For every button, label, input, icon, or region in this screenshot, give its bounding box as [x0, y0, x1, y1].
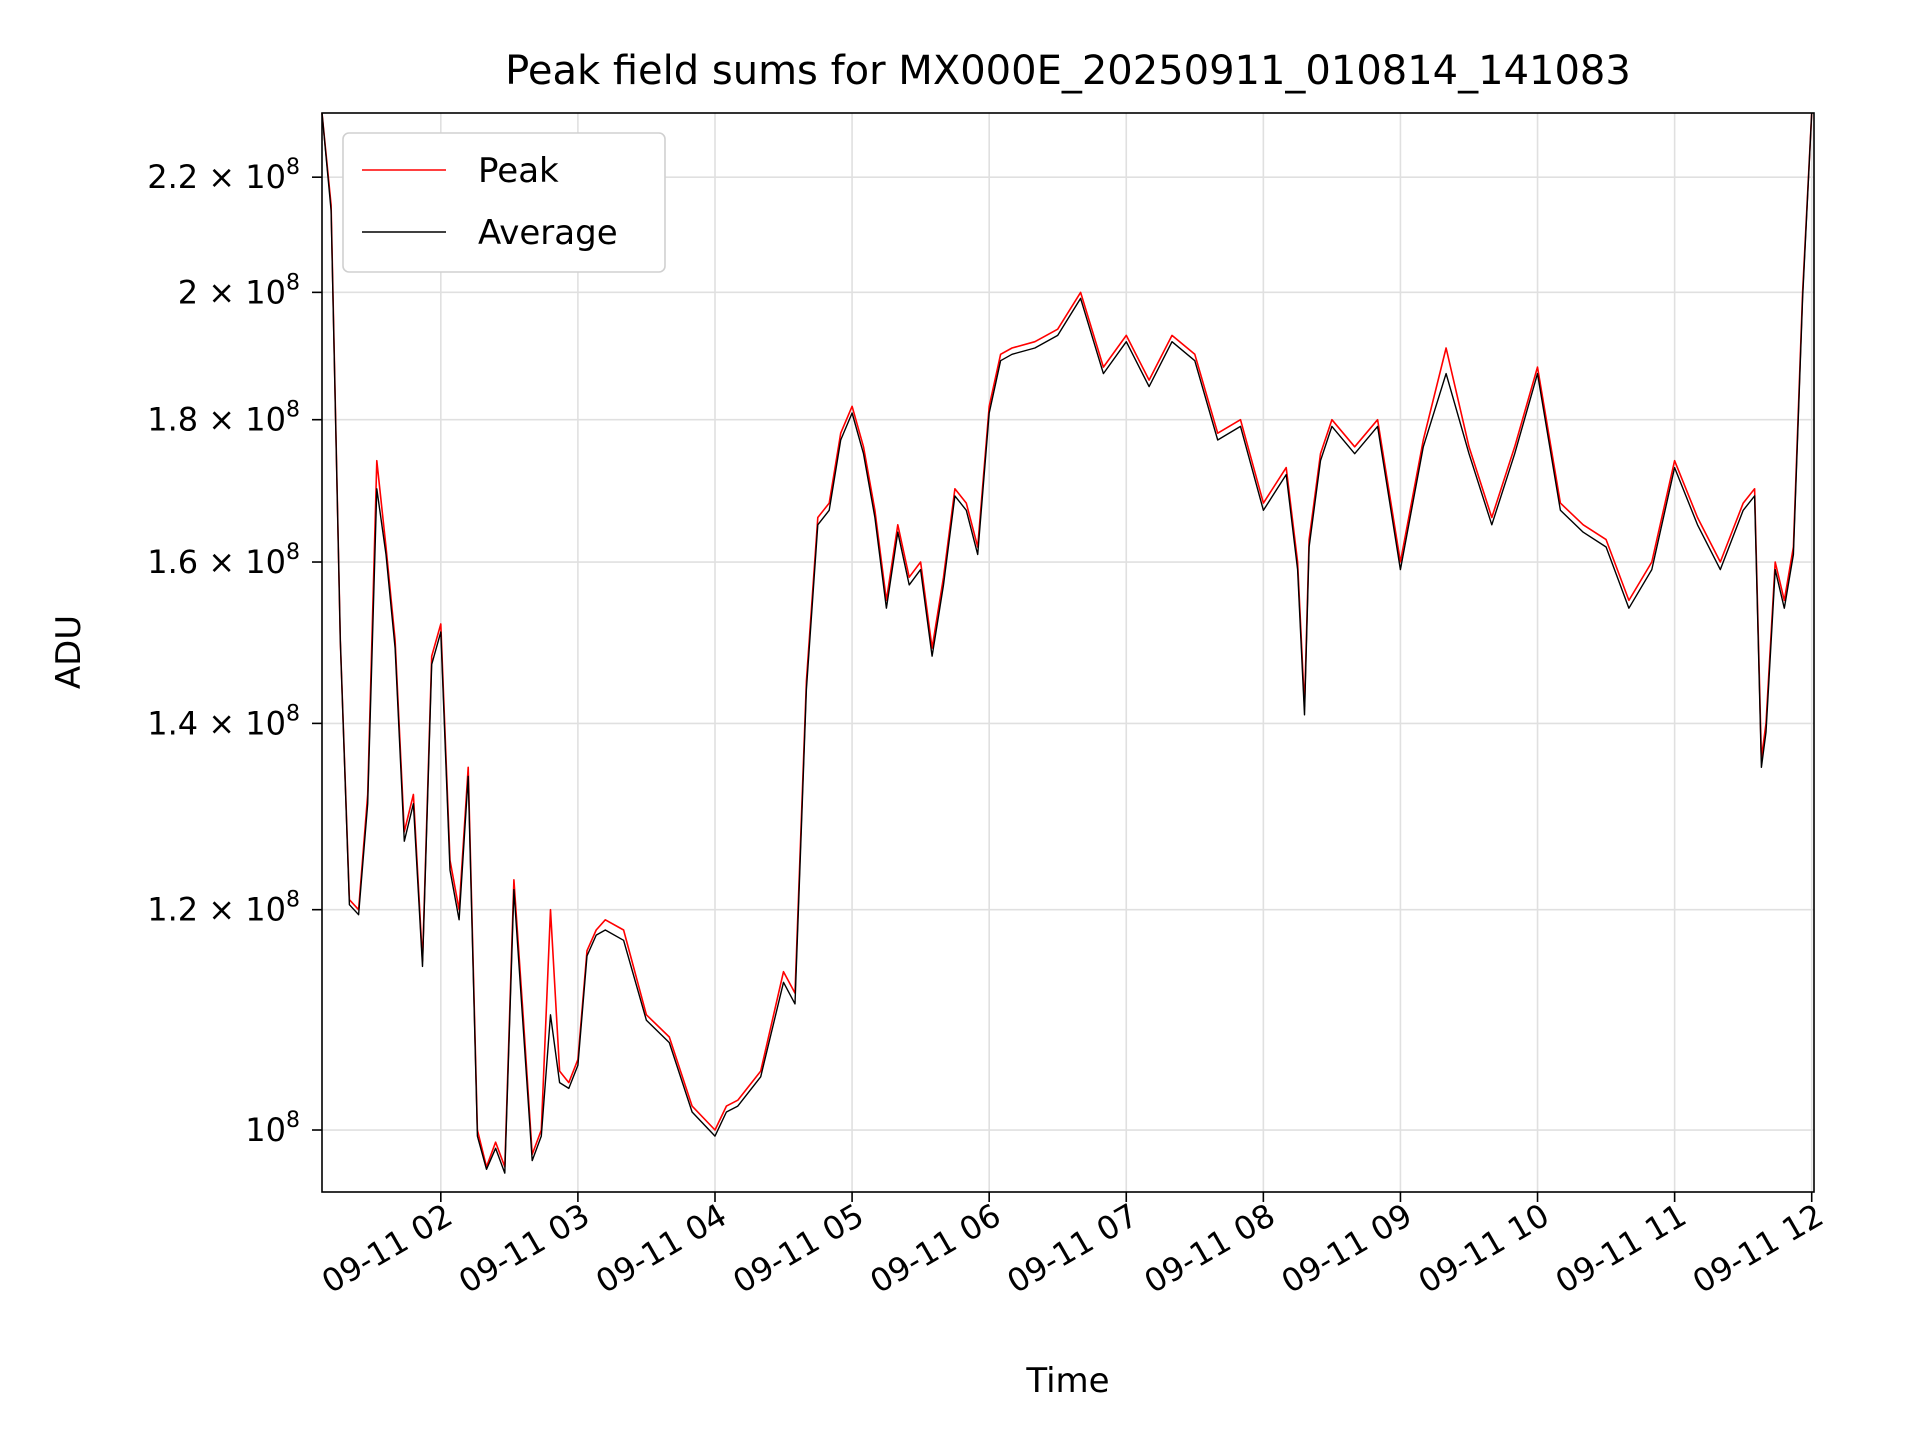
series-line-peak — [321, 112, 1813, 1168]
x-axis-label: Time — [1025, 1361, 1109, 1401]
plot-frame — [321, 112, 1815, 1193]
y-tick-label: 2 × 108 — [178, 270, 300, 311]
legend: Peak Average — [342, 132, 666, 273]
series-lines — [321, 112, 1813, 1174]
legend-label: Average — [478, 213, 618, 253]
y-tick-label: 1.2 × 108 — [147, 888, 300, 929]
series-line-average — [321, 112, 1813, 1174]
y-tick-label: 108 — [245, 1108, 300, 1149]
chart-title: Peak field sums for MX000E_20250911_0108… — [505, 48, 1631, 94]
y-axis-ticks: 108 1.2 × 108 1.4 × 108 1.6 × 108 1.8 × 108 2… — [147, 155, 322, 1149]
legend-label: Peak — [478, 151, 559, 191]
y-axis-label: ADU — [49, 615, 89, 689]
y-tick-label: 1.8 × 108 — [147, 398, 300, 439]
y-tick-label: 1.6 × 108 — [147, 540, 300, 581]
legend-box — [342, 132, 666, 273]
y-tick-label: 1.4 × 108 — [147, 701, 300, 742]
grid-lines — [322, 113, 1814, 1192]
y-tick-label: 2.2 × 108 — [147, 155, 300, 196]
